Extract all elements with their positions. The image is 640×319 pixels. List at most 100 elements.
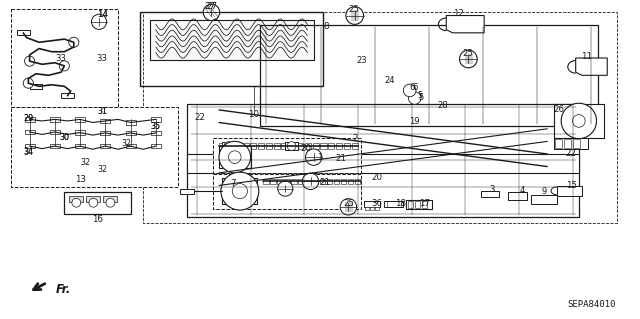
Text: 6: 6 bbox=[410, 83, 415, 93]
Bar bbox=[408, 201, 413, 208]
Bar bbox=[219, 143, 225, 149]
Bar bbox=[336, 143, 342, 149]
Bar bbox=[227, 143, 233, 149]
Circle shape bbox=[224, 142, 233, 151]
Bar bbox=[348, 179, 353, 184]
Text: 25: 25 bbox=[462, 49, 473, 58]
Text: 30: 30 bbox=[60, 133, 69, 142]
Circle shape bbox=[60, 61, 69, 71]
Bar bbox=[422, 201, 428, 208]
Text: 34: 34 bbox=[23, 147, 33, 156]
Text: 21: 21 bbox=[335, 154, 346, 163]
Bar bbox=[50, 130, 60, 134]
Text: 29: 29 bbox=[23, 114, 33, 123]
Bar bbox=[282, 143, 288, 149]
Bar bbox=[365, 207, 369, 210]
Text: 6: 6 bbox=[412, 83, 417, 93]
Bar bbox=[29, 84, 42, 89]
Bar bbox=[125, 131, 136, 135]
Bar bbox=[415, 201, 420, 208]
Circle shape bbox=[340, 199, 356, 215]
Bar bbox=[243, 143, 249, 149]
Bar bbox=[11, 9, 118, 107]
Bar bbox=[125, 120, 136, 125]
Circle shape bbox=[221, 172, 259, 210]
Text: 27: 27 bbox=[204, 2, 215, 11]
Text: 15: 15 bbox=[566, 181, 577, 190]
Bar bbox=[24, 130, 35, 134]
Polygon shape bbox=[150, 20, 314, 60]
Circle shape bbox=[89, 198, 98, 207]
Text: 4: 4 bbox=[519, 186, 525, 195]
Bar bbox=[104, 196, 117, 202]
Bar bbox=[406, 200, 432, 209]
Bar bbox=[319, 179, 325, 184]
Bar bbox=[212, 174, 361, 209]
Text: 27: 27 bbox=[206, 2, 217, 11]
Text: 22: 22 bbox=[195, 113, 205, 122]
Bar bbox=[75, 117, 85, 122]
Text: 5: 5 bbox=[419, 93, 424, 102]
Bar bbox=[50, 144, 60, 148]
Circle shape bbox=[72, 198, 81, 207]
Text: Fr.: Fr. bbox=[56, 283, 72, 296]
Bar bbox=[100, 119, 111, 123]
Circle shape bbox=[302, 173, 319, 189]
Circle shape bbox=[204, 4, 220, 21]
Text: 11: 11 bbox=[581, 52, 592, 61]
Bar bbox=[557, 186, 582, 196]
Text: 3: 3 bbox=[490, 185, 495, 194]
Bar bbox=[289, 143, 296, 149]
Text: 31: 31 bbox=[97, 107, 107, 116]
Circle shape bbox=[278, 181, 293, 196]
Polygon shape bbox=[222, 178, 257, 204]
Bar bbox=[75, 144, 85, 148]
Bar bbox=[100, 144, 111, 148]
Bar bbox=[340, 179, 346, 184]
Text: 19: 19 bbox=[410, 117, 420, 126]
Bar bbox=[222, 142, 235, 150]
Bar bbox=[554, 138, 588, 149]
Circle shape bbox=[561, 103, 596, 139]
Text: 8: 8 bbox=[324, 22, 329, 31]
Text: 18: 18 bbox=[396, 199, 406, 208]
Circle shape bbox=[408, 92, 421, 104]
Bar bbox=[351, 143, 358, 149]
Bar bbox=[266, 143, 272, 149]
Bar bbox=[151, 117, 161, 122]
Bar bbox=[24, 117, 35, 122]
Bar bbox=[69, 196, 83, 202]
Text: 29: 29 bbox=[23, 114, 33, 123]
Text: 31: 31 bbox=[97, 107, 107, 116]
Bar bbox=[277, 179, 283, 184]
Bar bbox=[11, 107, 178, 187]
Bar bbox=[305, 179, 311, 184]
Text: 25: 25 bbox=[343, 199, 354, 208]
Circle shape bbox=[92, 14, 107, 29]
Circle shape bbox=[228, 151, 241, 163]
Text: 23: 23 bbox=[356, 56, 367, 65]
Bar bbox=[297, 143, 303, 149]
Text: 20: 20 bbox=[301, 144, 312, 153]
Text: 33: 33 bbox=[97, 54, 108, 63]
Text: 12: 12 bbox=[453, 9, 465, 18]
Bar bbox=[298, 179, 304, 184]
Polygon shape bbox=[188, 154, 579, 173]
Bar bbox=[270, 179, 276, 184]
Circle shape bbox=[287, 142, 296, 151]
Polygon shape bbox=[446, 16, 484, 33]
Bar bbox=[125, 144, 136, 148]
Polygon shape bbox=[140, 12, 323, 86]
Text: 32: 32 bbox=[121, 139, 131, 148]
Text: 34: 34 bbox=[23, 148, 33, 157]
Bar bbox=[151, 131, 161, 135]
Text: 35: 35 bbox=[151, 122, 161, 131]
Bar bbox=[305, 143, 311, 149]
Text: 24: 24 bbox=[384, 77, 395, 85]
Bar bbox=[250, 143, 257, 149]
Bar bbox=[321, 143, 326, 149]
Text: 33: 33 bbox=[56, 54, 67, 63]
Text: 21: 21 bbox=[319, 178, 330, 188]
Bar bbox=[64, 192, 131, 214]
Bar bbox=[573, 139, 580, 148]
